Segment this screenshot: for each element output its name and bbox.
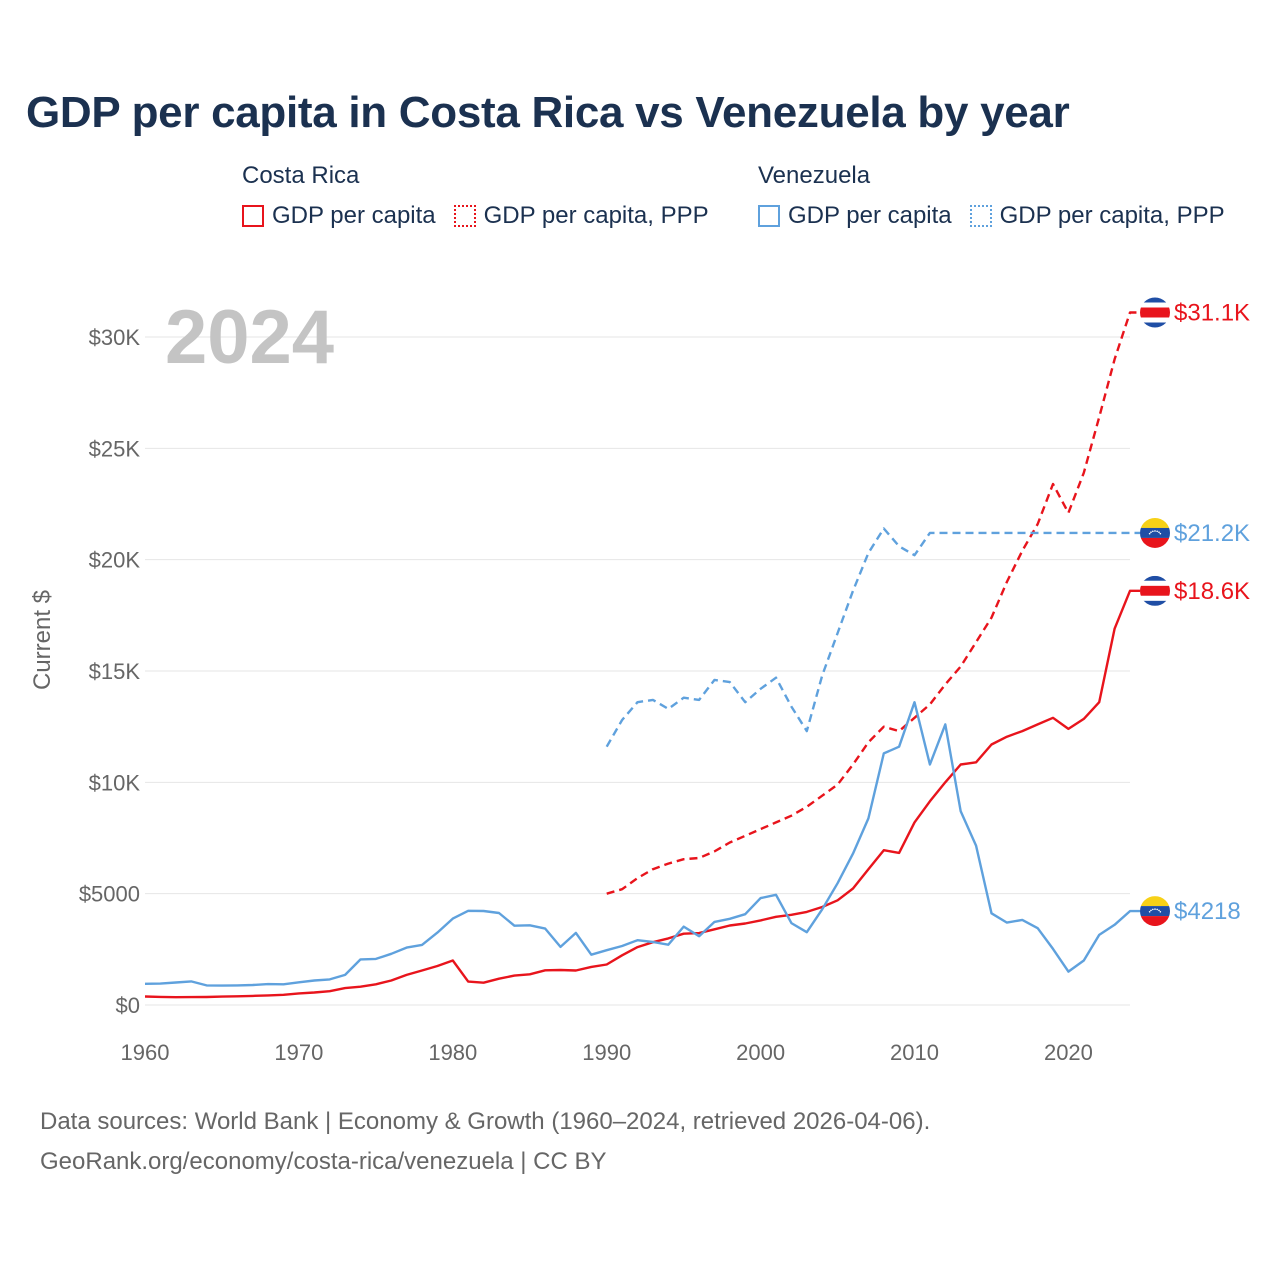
x-tick-label: 1970 <box>274 1040 323 1065</box>
y-axis-ticks: $0 $5000 $10K $15K $20K $25K $30K <box>79 325 141 1018</box>
y-tick-label: $30K <box>89 325 141 350</box>
series-line-venezuela-gdp-per-capita-ppp[interactable] <box>605 527 1140 748</box>
x-tick-label: 1990 <box>582 1040 631 1065</box>
x-axis-ticks: 1960 1970 1980 1990 2000 2010 2020 <box>121 1040 1093 1065</box>
legend-swatch-dotted <box>969 205 992 227</box>
legend-item-costa-rica-gdp-ppp[interactable]: GDP per capita, PPP <box>453 202 709 230</box>
legend-swatch-solid <box>242 205 264 227</box>
venezuela-flag-icon <box>1140 896 1170 927</box>
legend-group-title: Venezuela <box>758 162 871 189</box>
costa-rica-flag-icon <box>1140 297 1170 328</box>
end-value-label: $31.1K <box>1174 300 1250 327</box>
end-value-label: $18.6K <box>1174 578 1250 605</box>
legend-swatch-dotted <box>453 205 476 227</box>
y-tick-label: $25K <box>89 436 141 461</box>
x-tick-label: 2010 <box>890 1040 939 1065</box>
year-label: 2024 <box>165 295 334 380</box>
series-line-costa-rica-gdp-per-capita[interactable] <box>144 589 1140 999</box>
chart-title: GDP per capita in Costa Rica vs Venezuel… <box>26 88 1070 137</box>
series-lines <box>144 311 1140 999</box>
x-tick-label: 2000 <box>736 1040 785 1065</box>
x-tick-label: 1960 <box>121 1040 170 1065</box>
legend-item-venezuela-gdp-ppp[interactable]: GDP per capita, PPP <box>969 202 1225 230</box>
legend-label: GDP per capita, PPP <box>483 202 709 229</box>
source-url[interactable]: GeoRank.org/economy/costa-rica/venezuela… <box>40 1148 607 1175</box>
y-tick-label: $5000 <box>79 882 140 907</box>
costa-rica-flag-icon <box>1140 575 1170 606</box>
gridlines <box>145 336 1130 1006</box>
legend-item-costa-rica-gdp[interactable]: GDP per capita <box>242 202 436 230</box>
source-note: Data sources: World Bank | Economy & Gro… <box>40 1108 931 1135</box>
end-value-label: $21.2K <box>1174 520 1250 547</box>
legend-label: GDP per capita <box>788 202 952 229</box>
legend-group-venezuela: Venezuela GDP per capita GDP per capita,… <box>758 162 1225 230</box>
legend-group-costa-rica: Costa Rica GDP per capita GDP per capita… <box>242 162 709 230</box>
y-tick-label: $20K <box>89 548 141 573</box>
x-tick-label: 2020 <box>1044 1040 1093 1065</box>
venezuela-flag-icon <box>1140 517 1170 548</box>
y-axis-title: Current $ <box>29 590 56 690</box>
end-value-label: $4218 <box>1174 898 1241 925</box>
series-line-venezuela-gdp-per-capita[interactable] <box>144 701 1140 987</box>
series-line-costa-rica-gdp-per-capita-ppp[interactable] <box>606 311 1140 895</box>
legend-group-title: Costa Rica <box>242 162 360 189</box>
legend-label: GDP per capita, PPP <box>999 202 1225 229</box>
y-tick-label: $15K <box>89 659 141 684</box>
legend-item-venezuela-gdp[interactable]: GDP per capita <box>758 202 952 230</box>
legend-label: GDP per capita <box>272 202 436 229</box>
legend-swatch-solid <box>758 205 780 227</box>
end-labels: $18.6K $31.1K $4218 $21.2K <box>1140 297 1250 927</box>
y-tick-label: $10K <box>89 770 141 795</box>
y-tick-label: $0 <box>116 993 140 1018</box>
x-tick-label: 1980 <box>428 1040 477 1065</box>
